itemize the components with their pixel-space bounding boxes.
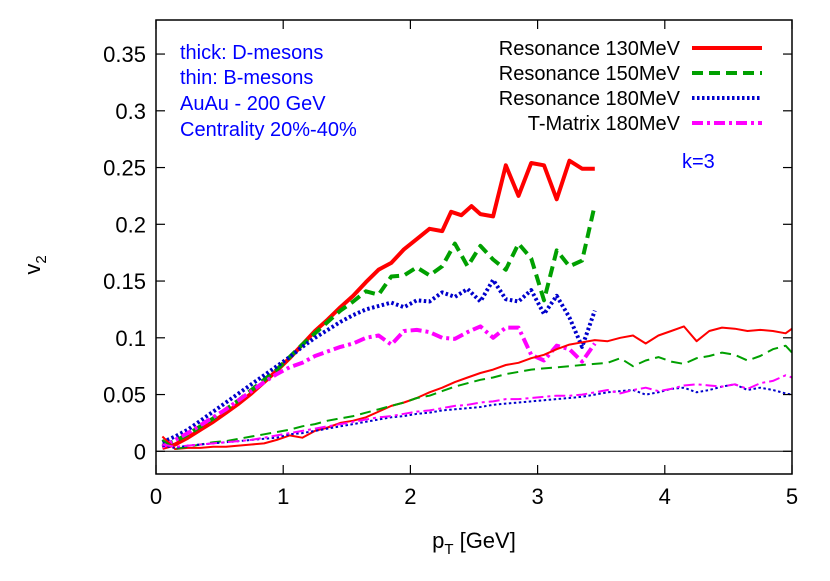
y-axis-label-sub: 2: [33, 255, 50, 263]
series-line-b-meson-resonance-130mev: [161, 325, 793, 450]
legend-label: T-Matrix 180MeV: [528, 113, 681, 135]
y-tick-label: 0.25: [103, 156, 146, 181]
x-axis-label-unit: [GeV]: [460, 528, 516, 553]
y-tick-label: 0.05: [103, 383, 146, 408]
x-axis-label-main: p: [432, 528, 444, 553]
series-line-d-meson-resonance-130mev: [161, 158, 595, 450]
x-axis-label-sub: T: [444, 541, 453, 558]
series-layer: [161, 158, 793, 450]
x-tick-label: 5: [786, 484, 798, 509]
y-tick-label: 0.35: [103, 42, 146, 67]
x-tick-label: 1: [277, 484, 289, 509]
annotation-centrality: Centrality 20%-40%: [180, 119, 357, 141]
y-tick-label: 0.3: [115, 99, 146, 124]
y-tick-label: 0.2: [115, 212, 146, 237]
y-axis-label-main: v: [20, 264, 45, 275]
y-tick-label: 0: [134, 439, 146, 464]
axes-layer: [155, 19, 793, 475]
series-line-b-meson-t-matrix-180mev: [162, 374, 793, 448]
series-line-b-meson-resonance-150mev: [161, 344, 793, 450]
legend-label: Resonance 150MeV: [499, 63, 681, 85]
annotations: thick: D-mesons thin: B-mesons AuAu - 20…: [180, 42, 715, 173]
x-tick-label: 4: [659, 484, 671, 509]
legend-label: Resonance 130MeV: [499, 38, 681, 60]
legend-label: Resonance 180MeV: [499, 88, 681, 110]
annotation-thick: thick: D-mesons: [180, 42, 323, 64]
annotation-k: k=3: [682, 151, 715, 173]
x-tick-label: 2: [404, 484, 416, 509]
series-line-d-meson-t-matrix-180mev: [161, 324, 597, 449]
x-tick-label: 3: [531, 484, 543, 509]
legend: Resonance 130MeV Resonance 150MeV Resonanc…: [499, 38, 762, 135]
y-tick-label: 0.15: [103, 269, 146, 294]
ticks-layer: 0 1 2 3 4 5 0 0.05 0.1 0.15 0.2 0.25 0.3 0.35: [103, 20, 798, 509]
x-axis-label: pT [GeV]: [432, 528, 516, 558]
y-tick-label: 0.1: [115, 326, 146, 351]
annotation-thin: thin: B-mesons: [180, 67, 313, 89]
series-line-b-meson-resonance-180mev: [162, 383, 793, 449]
series-line-d-meson-resonance-180mev: [161, 277, 597, 445]
annotation-system: AuAu - 200 GeV: [180, 93, 326, 115]
plot-frame: [155, 19, 793, 475]
series-line-d-meson-resonance-150mev: [161, 204, 597, 448]
x-tick-label: 0: [150, 484, 162, 509]
y-axis-label: v2: [20, 255, 50, 274]
